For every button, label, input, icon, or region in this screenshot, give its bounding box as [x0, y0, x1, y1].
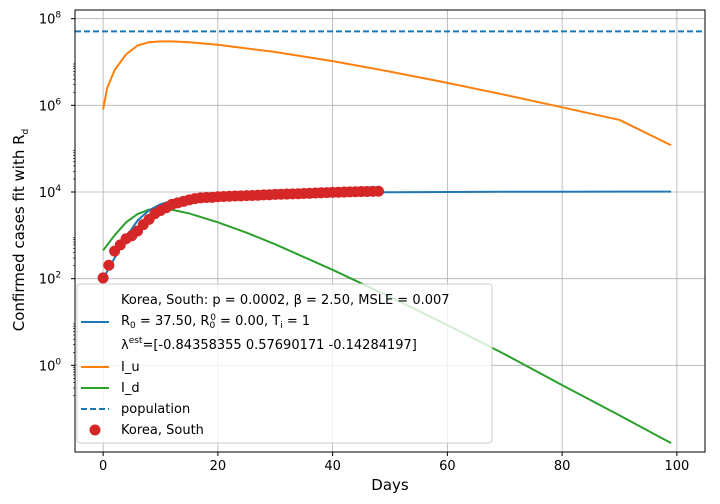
y-tick-label-base: 10: [39, 273, 56, 288]
legend: Korea, South: p = 0.0002, β = 2.50, MSLE…: [76, 283, 493, 444]
legend-fit-line3-a-sup: est: [129, 336, 143, 346]
y-tick-label-exponent: 4: [55, 184, 61, 194]
x-tick-label: 100: [664, 459, 689, 474]
legend-observed-swatch: [89, 424, 101, 436]
legend-population-label: population: [121, 402, 190, 417]
plot-frame: [74, 9, 706, 453]
legend-fit-line2-b-sub: 0: [209, 321, 215, 331]
legend-fit-line3-a: λ: [121, 338, 129, 353]
y-axis-label-text: Confirmed cases fit with R: [10, 134, 28, 331]
legend-i-d-label: I_d: [121, 381, 140, 396]
legend-fit-line2-a: R: [121, 314, 130, 329]
y-axis-label: Confirmed cases fit with Rd: [10, 129, 31, 332]
observed-point: [103, 259, 115, 271]
legend-observed-label: Korea, South: [121, 423, 204, 438]
legend-i-u-label: I_u: [121, 360, 140, 375]
y-tick-label: 102: [39, 271, 61, 288]
legend-box: [76, 283, 493, 444]
legend-fit-line2-b-sup: 0: [210, 313, 216, 323]
y-tick-label-base: 10: [39, 99, 56, 114]
y-tick-label-base: 10: [39, 13, 56, 28]
observed-point: [97, 272, 109, 284]
y-axis-label-subscript: d: [21, 129, 31, 135]
plot-series: [75, 30, 705, 445]
legend-fit-line2: R0 = 37.50, R00 = 0.00, Ti = 1: [121, 313, 310, 331]
y-tick-label: 104: [39, 184, 62, 201]
x-tick-label: 0: [99, 459, 107, 474]
x-tick-label: 40: [324, 459, 341, 474]
x-axis-label: Days: [371, 476, 409, 494]
y-tick-label-exponent: 0: [55, 357, 61, 367]
x-tick-label: 80: [554, 459, 571, 474]
observed-point: [373, 185, 385, 197]
i-d-series-line: [102, 207, 672, 445]
y-tick-label-base: 10: [39, 186, 56, 201]
legend-fit-line1: Korea, South: p = 0.0002, β = 2.50, MSLE…: [121, 293, 450, 308]
x-tick-label: 20: [210, 459, 227, 474]
y-tick-label-base: 10: [39, 359, 56, 374]
legend-fit-line2-c: = 0.00, T: [216, 314, 280, 329]
y-tick-label: 106: [39, 97, 62, 114]
legend-fit-line2-b: = 37.50, R: [136, 314, 210, 329]
legend-fit-line3: λest=[-0.84358355 0.57690171 -0.14284197…: [121, 336, 417, 353]
y-tick-label: 108: [39, 11, 62, 28]
i-u-series-line: [102, 40, 672, 147]
legend-fit-line2-d: = 1: [283, 314, 310, 329]
legend-fit-line3-b: =[-0.84358355 0.57690171 -0.14284197]: [142, 338, 416, 353]
y-tick-label: 100: [39, 357, 62, 374]
y-tick-label-exponent: 8: [55, 11, 61, 21]
y-tick-label-exponent: 6: [55, 97, 61, 107]
x-tick-label: 60: [439, 459, 456, 474]
grid-lines: [75, 10, 705, 452]
legend-fit-line2-a-sub: 0: [130, 321, 136, 331]
y-tick-label-exponent: 2: [55, 271, 61, 281]
legend-fit-line2-c-sub: i: [280, 321, 283, 331]
